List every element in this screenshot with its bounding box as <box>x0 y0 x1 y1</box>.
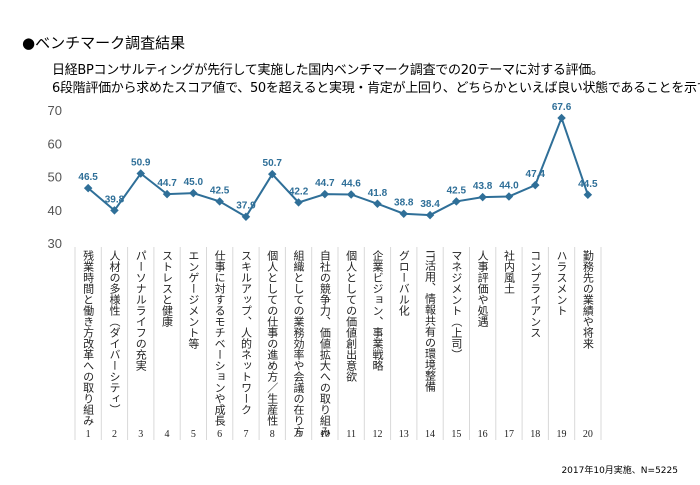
category-number: 20 <box>583 429 593 440</box>
category-label: 組織としての業務効率や会議の在り方 <box>292 250 305 437</box>
category-label: 勤務先の業績や将来 <box>581 250 594 349</box>
description-line-1: 日経BPコンサルティングが先行して実施した国内ベンチマーク調査での20テーマに対… <box>52 63 604 78</box>
data-point <box>373 199 382 209</box>
category-number: 14 <box>425 429 435 440</box>
data-label: 44.7 <box>157 178 177 189</box>
category-number: 18 <box>530 429 540 440</box>
category-number: 4 <box>165 429 170 440</box>
category-number: 17 <box>504 429 514 440</box>
category-number: 8 <box>270 429 275 440</box>
data-point <box>425 210 435 220</box>
data-point <box>189 188 198 198</box>
data-label: 42.5 <box>447 185 467 196</box>
data-point <box>452 197 461 206</box>
y-tick-label: 50 <box>48 170 62 185</box>
data-point <box>320 189 330 199</box>
category-number: 11 <box>346 429 356 440</box>
data-label: 43.8 <box>473 181 493 192</box>
data-label: 67.6 <box>552 102 572 113</box>
data-point <box>215 197 224 206</box>
y-tick-label: 30 <box>48 236 62 251</box>
data-label: 42.2 <box>289 186 309 197</box>
data-point <box>241 212 251 221</box>
category-number: 15 <box>451 429 461 440</box>
data-label: 39.8 <box>105 194 125 205</box>
category-label: スキルアップ、人的ネットワーク <box>239 250 252 415</box>
data-label: 37.9 <box>236 201 256 212</box>
category-number: 3 <box>138 429 143 440</box>
data-label: 45.0 <box>184 177 204 188</box>
category-number: 6 <box>217 429 222 440</box>
category-label: IT活用、情報共有の環境整備 <box>424 250 437 393</box>
data-point <box>162 189 172 199</box>
category-label: 人材の多様性（ダイバーシティ） <box>108 250 121 415</box>
description-line-2: 6段階評価から求めたスコア値で、50を超えると実現・肯定が上回り、どちらかといえ… <box>52 81 700 96</box>
footnote: 2017年10月実施、N=5225 <box>561 466 678 476</box>
data-point <box>583 190 593 200</box>
data-label: 38.8 <box>394 198 414 209</box>
category-number: 2 <box>112 429 117 440</box>
data-point <box>504 192 514 201</box>
data-point <box>83 183 93 193</box>
category-number: 10 <box>320 429 330 440</box>
y-tick-label: 40 <box>48 203 62 218</box>
data-point <box>136 169 145 178</box>
category-label: ハラスメント <box>555 250 568 316</box>
category-number: 5 <box>191 429 196 440</box>
category-label: エンゲージメント等 <box>187 250 200 349</box>
category-label: コンプライアンス <box>529 250 542 338</box>
category-number: 13 <box>399 429 409 440</box>
category-number: 16 <box>478 429 488 440</box>
category-label: 人事評価や処遇 <box>476 250 489 327</box>
category-number: 9 <box>296 429 301 440</box>
data-label: 44.6 <box>341 178 361 189</box>
data-label: 50.9 <box>131 158 151 169</box>
category-number: 1 <box>86 429 91 440</box>
data-point <box>531 180 540 190</box>
category-label: マネジメント（上司） <box>450 250 463 360</box>
category-number: 12 <box>372 429 382 440</box>
data-label: 44.5 <box>578 179 598 190</box>
category-label: 企業ビジョン、事業戦略 <box>371 249 384 372</box>
series-line <box>87 115 589 219</box>
category-label: 個人としての価値創出意欲 <box>345 250 358 383</box>
data-point <box>268 169 277 179</box>
y-tick-label: 70 <box>48 103 62 118</box>
category-label: 個人としての仕事の進め方／生産性 <box>266 250 279 427</box>
data-label: 46.5 <box>78 172 98 183</box>
data-label: 44.7 <box>315 178 335 189</box>
category-label: ストレスと健康 <box>161 250 174 327</box>
category-number: 19 <box>557 429 567 440</box>
data-point <box>399 209 408 218</box>
data-label: 47.4 <box>526 169 546 180</box>
data-point <box>478 192 487 202</box>
data-label: 38.4 <box>420 199 440 210</box>
y-tick-label: 60 <box>48 136 62 151</box>
data-label: 42.5 <box>210 185 230 196</box>
category-label: グローバル化 <box>397 250 410 317</box>
data-point <box>557 113 566 123</box>
category-number: 7 <box>243 429 248 440</box>
page-title: ●ベンチマーク調査結果 <box>22 34 186 52</box>
data-point <box>110 206 119 215</box>
category-label: 仕事に対するモチベーションや成長 <box>213 250 226 427</box>
data-label: 50.7 <box>263 158 283 169</box>
category-label: 残業時間と働き方改革への取り組み <box>82 249 95 426</box>
category-label: 社内風土 <box>502 249 515 294</box>
data-point <box>346 190 356 199</box>
data-point <box>294 198 303 207</box>
data-label: 44.0 <box>499 180 519 191</box>
data-label: 41.8 <box>368 188 388 199</box>
category-label: パーソナルライフの充実 <box>134 250 147 372</box>
category-label: 自社の競争力、価値拡大への取り組み <box>318 250 331 437</box>
